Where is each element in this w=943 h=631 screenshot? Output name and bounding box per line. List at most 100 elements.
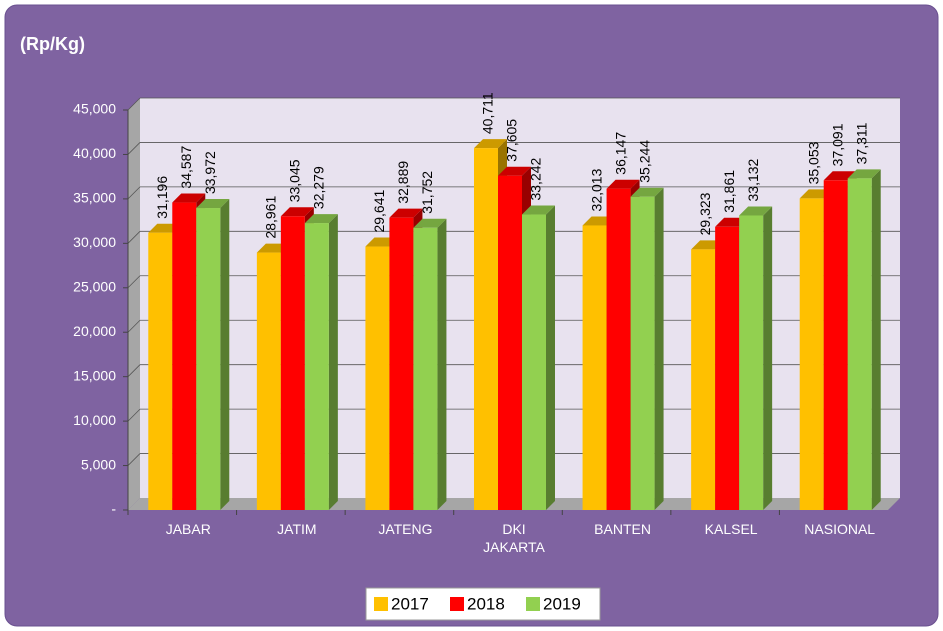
- x-tick-label: KALSEL: [704, 521, 758, 537]
- data-label: 29,641: [371, 189, 387, 232]
- data-label: 35,053: [805, 141, 821, 184]
- bar-side: [328, 214, 338, 510]
- legend-label: 2018: [467, 594, 505, 613]
- y-tick-label: 5,000: [81, 456, 116, 472]
- bar: [256, 252, 281, 510]
- data-label: 32,889: [395, 161, 411, 204]
- data-label: 32,013: [588, 168, 604, 211]
- grid-line: [127, 319, 141, 333]
- bar: [606, 188, 631, 510]
- bar-top: [606, 179, 640, 189]
- grid-line: [127, 97, 141, 111]
- data-label: 31,752: [419, 171, 435, 214]
- bar-side: [654, 187, 664, 510]
- bar: [280, 216, 305, 510]
- bar: [630, 196, 655, 510]
- bar: [148, 232, 173, 511]
- x-tick-label: DKI JAKARTA: [483, 521, 545, 555]
- bar: [691, 249, 716, 510]
- bar-side: [871, 169, 881, 510]
- bar: [474, 148, 498, 510]
- y-tick-label: -: [111, 501, 116, 517]
- bar-side: [220, 199, 230, 510]
- bar: [582, 225, 607, 510]
- y-tick-label: 35,000: [73, 190, 116, 206]
- bar: [365, 246, 390, 510]
- bar-side: [763, 206, 773, 510]
- bar: [413, 227, 438, 510]
- data-label: 35,244: [636, 140, 652, 183]
- grid-line: [127, 275, 141, 289]
- bar: [389, 217, 414, 511]
- bar-top: [847, 169, 881, 179]
- y-axis-label: (Rp/Kg): [20, 34, 85, 54]
- grid-line: [127, 408, 141, 422]
- bar-top: [413, 218, 447, 228]
- bar-top: [474, 139, 507, 149]
- data-label: 32,279: [311, 166, 327, 209]
- bar-top: [172, 193, 206, 203]
- legend-swatch: [374, 597, 388, 611]
- y-tick-label: 30,000: [73, 234, 116, 250]
- data-label: 37,311: [853, 122, 869, 164]
- bar-top: [630, 187, 664, 197]
- x-tick-label: BANTEN: [594, 521, 651, 537]
- data-label: 28,961: [263, 196, 279, 239]
- grid-line: [127, 186, 141, 200]
- data-label: 37,091: [829, 123, 845, 166]
- bar-top: [280, 207, 314, 217]
- data-label: 37,605: [504, 119, 520, 162]
- legend-label: 2019: [543, 594, 581, 613]
- bar-top: [498, 166, 531, 176]
- grid-line: [127, 231, 141, 244]
- legend-swatch: [450, 597, 464, 611]
- data-label: 40,711: [480, 92, 496, 134]
- bar: [172, 202, 197, 510]
- y-tick-label: 40,000: [73, 145, 116, 161]
- bar: [498, 175, 522, 510]
- y-tick-label: 45,000: [73, 101, 116, 117]
- bar: [522, 214, 546, 510]
- bar-top: [304, 214, 338, 224]
- legend-label: 2017: [391, 594, 429, 613]
- data-label: 33,045: [287, 159, 303, 202]
- bar-top: [522, 205, 555, 215]
- bar-top: [739, 206, 773, 216]
- data-label: 31,861: [721, 170, 737, 213]
- bar: [847, 178, 872, 510]
- x-tick-label: NASIONAL: [804, 521, 876, 537]
- y-tick-label: 10,000: [73, 412, 116, 428]
- bar-top: [389, 208, 423, 218]
- grid-line: [127, 453, 141, 466]
- grid-line: [127, 142, 141, 155]
- legend-swatch: [526, 597, 540, 611]
- bar: [304, 223, 329, 510]
- bar: [715, 226, 740, 510]
- bar: [196, 208, 221, 510]
- data-label: 33,132: [745, 158, 761, 201]
- legend: 2017 2018 2019: [365, 587, 601, 621]
- data-label: 36,147: [612, 132, 628, 175]
- x-tick-label: JABAR: [165, 521, 211, 537]
- bar-top: [196, 199, 230, 209]
- data-label: 34,587: [178, 146, 194, 189]
- x-tick-label: JATIM: [277, 521, 317, 537]
- side-wall: [128, 98, 140, 510]
- bar-side: [437, 218, 447, 510]
- bar-side: [546, 205, 555, 510]
- bar: [739, 215, 764, 510]
- data-label: 33,972: [202, 151, 218, 194]
- grid-line: [127, 364, 141, 377]
- data-label: 31,196: [154, 176, 170, 219]
- bar: [799, 198, 824, 510]
- data-label: 29,323: [697, 192, 713, 235]
- y-tick-label: 20,000: [73, 323, 116, 339]
- x-tick-label: JATENG: [378, 521, 433, 537]
- data-label: 33,242: [528, 157, 544, 200]
- legend-box: [365, 587, 601, 621]
- y-tick-label: 15,000: [73, 367, 116, 383]
- bar: [823, 180, 848, 510]
- y-tick-label: 25,000: [73, 278, 116, 294]
